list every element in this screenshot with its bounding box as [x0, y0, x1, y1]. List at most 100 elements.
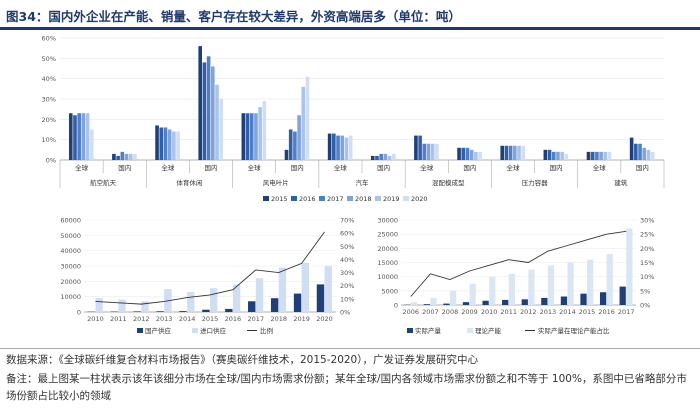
bar [225, 308, 233, 312]
group-label: 混配模成型 [432, 178, 465, 187]
bar [387, 155, 392, 160]
bar [324, 266, 332, 312]
bar [133, 311, 141, 312]
bar [118, 299, 126, 312]
legend-label: 2019 [383, 195, 400, 203]
bar [232, 284, 241, 312]
bar [176, 131, 180, 160]
y-left-tick-label: 60000 [60, 217, 81, 225]
x-tick-label: 2012 [520, 308, 537, 316]
sub-category-label: 国内 [205, 163, 218, 172]
group-label: 压力容器 [522, 178, 549, 187]
bar [288, 129, 293, 160]
legend-swatch [403, 196, 409, 201]
bar [219, 99, 223, 160]
legend-swatch [467, 328, 473, 333]
x-tick-label: 2019 [293, 315, 310, 323]
bar [482, 300, 489, 305]
legend-label: 理论产能 [475, 326, 502, 335]
y-right-tick-label: 50% [340, 243, 354, 251]
y-tick-label: 20% [42, 116, 56, 124]
bar [564, 153, 569, 160]
y-tick-label: 10% [42, 136, 56, 144]
bar [255, 278, 264, 312]
bar [508, 145, 513, 160]
bar [629, 137, 634, 160]
group-label: 汽车 [356, 178, 370, 187]
bar [293, 131, 297, 160]
sub-category-label: 全球 [75, 163, 89, 172]
bar [112, 153, 116, 160]
ratio-line [95, 231, 325, 305]
bar [642, 147, 647, 160]
y-right-tick-label: 70% [340, 217, 354, 225]
bar [305, 76, 310, 160]
sub-category-label: 全球 [420, 163, 434, 172]
bar [567, 262, 574, 305]
bar [650, 151, 655, 160]
bar [469, 283, 476, 305]
x-tick-label: 2015 [579, 308, 596, 316]
bar [95, 298, 103, 312]
bar [68, 113, 73, 160]
bar [469, 149, 474, 160]
y-left-tick-label: 0 [77, 309, 81, 317]
bar [167, 129, 172, 160]
bar [474, 151, 478, 160]
bar [443, 303, 450, 305]
bar [502, 299, 509, 305]
bar [206, 56, 211, 160]
y-right-tick-label: 30% [340, 269, 354, 277]
bar [133, 153, 137, 160]
bar [551, 151, 556, 160]
page-title: 图34：国内外企业在产能、销量、客户存在较大差异，外资高端居多（单位：吨） [6, 9, 461, 24]
bar [426, 143, 431, 160]
bar [521, 145, 525, 160]
bar [210, 288, 218, 312]
y-tick-label: 60% [42, 35, 56, 43]
y-left-tick-label: 5000 [381, 287, 398, 295]
bar [595, 151, 599, 160]
bar [607, 151, 612, 160]
bar [547, 265, 555, 305]
bar [301, 86, 306, 160]
y-left-tick-label: 30000 [60, 263, 81, 271]
bar [163, 127, 168, 160]
sub-category-label: 全球 [334, 163, 348, 172]
bar [541, 297, 548, 305]
bar [316, 284, 325, 312]
x-tick-label: 2018 [270, 315, 287, 323]
bar [580, 293, 587, 305]
x-tick-label: 2006 [403, 308, 420, 316]
y-tick-label: 30% [42, 96, 56, 104]
legend-swatch [407, 328, 413, 333]
bar [202, 62, 207, 160]
bar [336, 135, 340, 160]
bar [457, 147, 461, 160]
bar [332, 133, 336, 160]
y-right-tick-label: 20% [340, 282, 354, 290]
x-tick-label: 2012 [133, 315, 150, 323]
group-label: 航空航天 [90, 178, 117, 187]
legend-label: 2018 [355, 195, 372, 203]
bar [430, 297, 437, 305]
bar [619, 286, 626, 305]
bar [435, 143, 439, 160]
bar [202, 309, 210, 312]
bar [449, 290, 457, 305]
x-tick-label: 2010 [87, 315, 104, 323]
bar [391, 153, 396, 160]
bar [410, 302, 418, 305]
bar [606, 254, 613, 305]
bar [500, 145, 504, 160]
legend-label: 2016 [299, 195, 316, 203]
y-right-tick-label: 5% [640, 287, 650, 295]
bar [278, 267, 287, 312]
y-tick-label: 0% [46, 157, 56, 165]
bar [159, 127, 164, 160]
legend-swatch [375, 196, 381, 201]
bar [198, 46, 202, 161]
x-tick-label: 2011 [500, 308, 517, 316]
ratio-line [410, 230, 627, 297]
bar [599, 151, 603, 160]
